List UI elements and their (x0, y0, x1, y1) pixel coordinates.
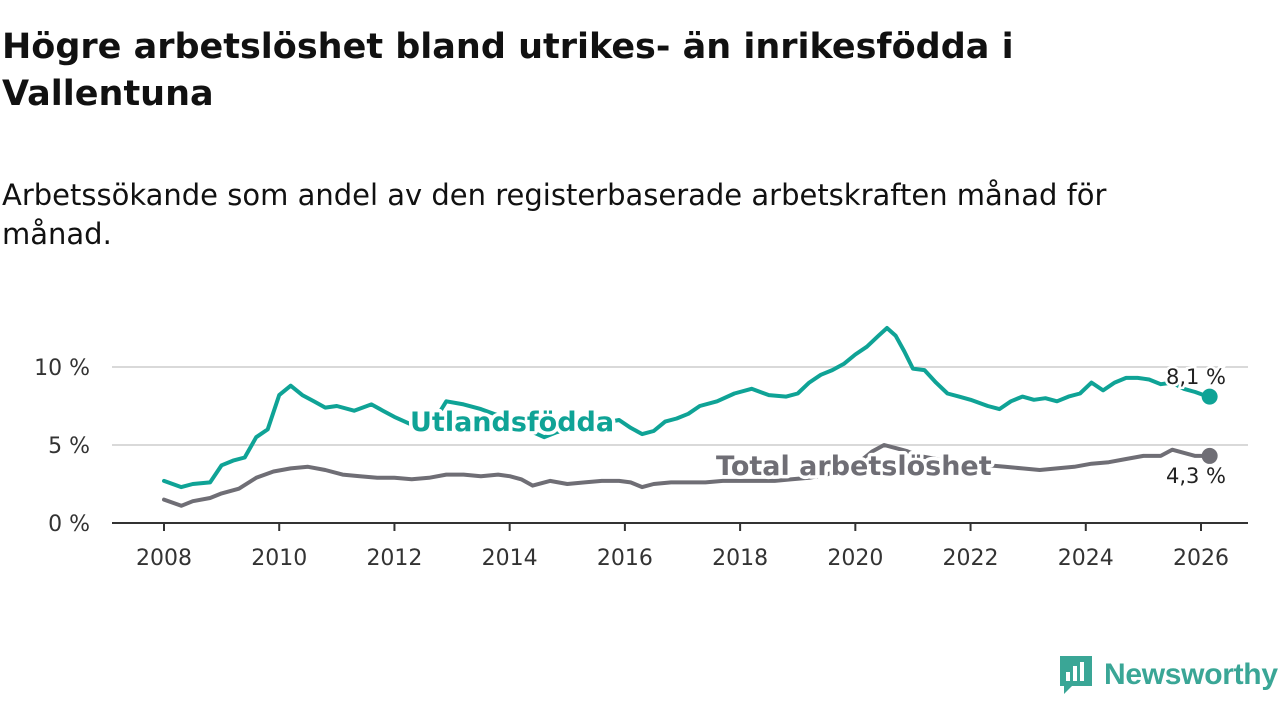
x-tick-label: 2010 (251, 546, 307, 571)
y-tick-label: 10 % (34, 356, 90, 381)
x-tick-label: 2012 (366, 546, 422, 571)
chart-title: Högre arbetslöshet bland utrikes- än inr… (2, 27, 1014, 114)
x-tick-label: 2008 (136, 546, 192, 571)
series-label-total: Total arbetslöshet (716, 451, 992, 482)
chart-subtitle: Arbetssökande som andel av den registerb… (2, 178, 1107, 251)
newsworthy-logo-icon (1060, 656, 1092, 694)
end-marker-utlandsfodda (1201, 388, 1218, 405)
series-label-utlandsfodda: Utlandsfödda (410, 407, 614, 438)
series-line-total (162, 443, 1212, 508)
y-tick-label: 0 % (48, 512, 90, 537)
x-tick-label: 2026 (1173, 546, 1229, 571)
logo-text: Newsworthy (1104, 658, 1278, 691)
newsworthy-logo: Newsworthy (1058, 654, 1278, 696)
x-tick-label: 2020 (827, 546, 883, 571)
x-tick-label: 2018 (712, 546, 768, 571)
x-axis: 2008 2010 2012 2014 2016 2018 2020 2022 2024 2026 (112, 522, 1248, 571)
x-tick-label: 2014 (482, 546, 538, 571)
y-tick-label: 5 % (48, 434, 90, 459)
series-line-utlandsfodda (162, 326, 1212, 490)
series-layer (162, 326, 1218, 508)
y-gridlines: 0 % 5 % 10 % (34, 356, 1248, 537)
end-marker-total (1201, 447, 1218, 464)
end-label-utlandsfodda: 8,1 % (1166, 365, 1226, 389)
end-label-total: 4,3 % (1166, 464, 1226, 488)
x-tick-label: 2016 (597, 546, 653, 571)
x-tick-label: 2024 (1058, 546, 1114, 571)
x-tick-label: 2022 (943, 546, 999, 571)
series-labels: Utlandsfödda Total arbetslöshet 8,1 % 4,3 % (407, 363, 1229, 491)
